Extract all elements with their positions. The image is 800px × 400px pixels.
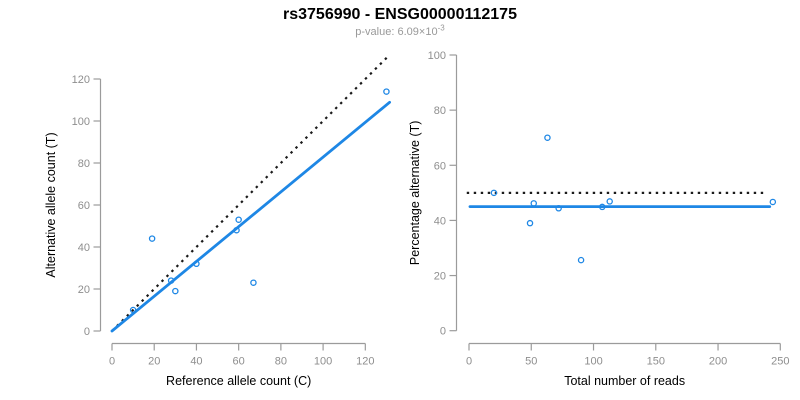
y-tick-label: 80 [434, 105, 446, 117]
data-point [769, 198, 777, 206]
figure-subtitle: p-value: 6.09×10-3 [0, 23, 800, 38]
x-tick-label: 0 [466, 356, 472, 368]
x-tick-label: 120 [356, 356, 374, 368]
x-tick-label: 100 [584, 356, 602, 368]
y-tick-label: 0 [84, 326, 90, 338]
y-tick-label: 40 [434, 215, 446, 227]
data-point [530, 200, 538, 207]
data-point [544, 134, 551, 141]
x-tick-label: 40 [190, 356, 202, 368]
y-tick-label: 120 [72, 74, 90, 86]
data-point [233, 226, 240, 234]
y-tick-label: 80 [78, 158, 90, 170]
x-axis-title: Total number of reads [564, 374, 685, 388]
x-tick-label: 80 [275, 356, 287, 368]
x-tick-label: 100 [314, 356, 332, 368]
pvalue-times-ten: ×10 [418, 26, 438, 38]
pvalue-label: p-value: [355, 26, 398, 38]
data-point [193, 260, 200, 268]
data-point [606, 198, 613, 205]
data-point [148, 235, 156, 242]
pvalue-exponent: -3 [437, 23, 445, 33]
x-tick-label: 150 [647, 356, 665, 368]
x-tick-label: 0 [109, 356, 115, 368]
y-tick-label: 20 [434, 271, 446, 283]
data-point [490, 189, 498, 197]
data-point [577, 256, 585, 264]
y-tick-label: 100 [72, 116, 90, 128]
y-tick-label: 60 [78, 200, 90, 212]
data-point [235, 216, 242, 223]
figure-title: rs3756990 - ENSG00000112175 [283, 6, 517, 23]
x-tick-label: 200 [709, 356, 727, 368]
y-axis-title: Alternative allele count (T) [44, 132, 58, 277]
y-tick-label: 100 [428, 50, 446, 62]
y-axis-title: Percentage alternative (T) [408, 121, 422, 266]
x-tick-label: 50 [525, 356, 537, 368]
data-point [383, 88, 390, 95]
x-tick-label: 250 [771, 356, 789, 368]
y-tick-label: 20 [78, 284, 90, 296]
data-point [172, 287, 179, 295]
data-point [250, 279, 257, 286]
fit-line [110, 100, 391, 333]
y-tick-label: 0 [440, 326, 446, 338]
x-tick-label: 60 [233, 356, 245, 368]
y-tick-label: 60 [434, 160, 446, 172]
y-tick-label: 40 [78, 242, 90, 254]
data-point [167, 277, 175, 284]
x-axis-title: Reference allele count (C) [166, 374, 311, 388]
x-tick-label: 20 [148, 356, 160, 368]
data-point [598, 203, 606, 211]
pvalue-mantissa: 6.09 [397, 26, 419, 38]
plot-percentage-vs-coverage: 0 20 40 60 80 100 0 50 100 150 200 250 Total number … [408, 50, 789, 388]
data-point [526, 219, 534, 227]
plot-allele-counts: 0 20 40 60 80 100 120 0 20 40 60 80 100 120 Reference … [44, 55, 391, 388]
identity-line [111, 55, 389, 332]
data-point [129, 306, 137, 314]
data-point [555, 205, 562, 212]
